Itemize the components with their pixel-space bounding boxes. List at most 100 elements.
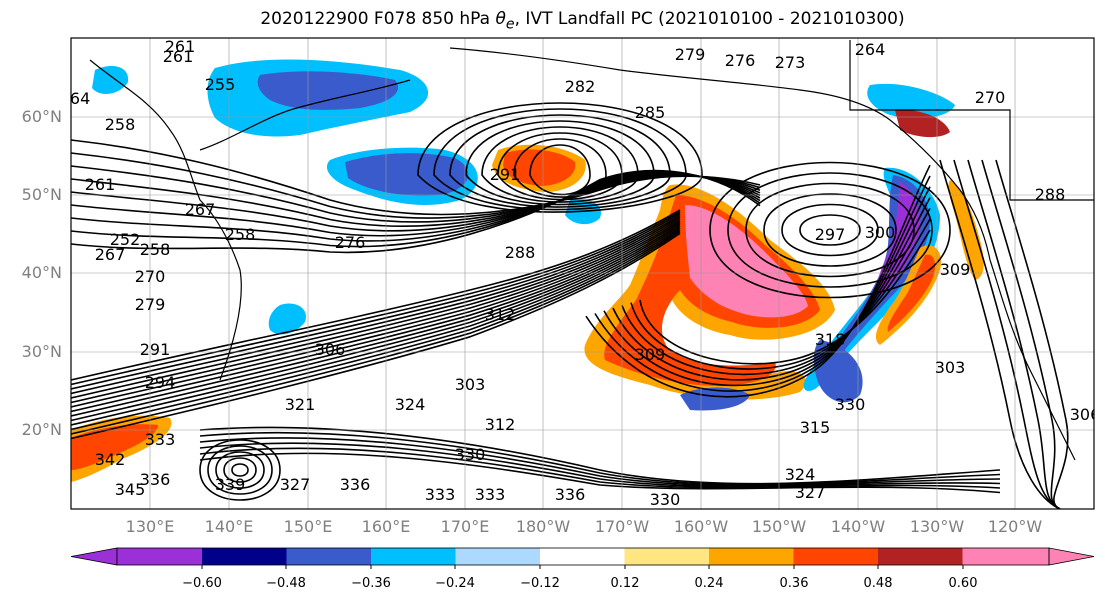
contour-line [630,218,931,370]
contour-line [763,193,897,267]
contour-line [71,227,681,426]
contour-label: 258 [225,225,256,244]
contour-line [621,208,931,376]
shade-negative [268,303,306,335]
contour-line [529,144,591,196]
contour-line [603,186,931,387]
contour-label: 255 [205,75,236,94]
contour-label: 321 [285,395,316,414]
contour-line [513,138,607,198]
contour-line [199,452,1001,494]
contour-label: 300 [865,223,896,242]
contour-label: 330 [835,395,866,414]
contour-line [215,451,265,489]
contour-line [594,175,931,392]
contour-line [199,426,1001,485]
colorbar-segment [540,548,625,565]
shade-strong-positive [71,424,158,470]
colorbar-segment [202,548,287,565]
contour-line [71,232,681,440]
contour-line [781,203,879,257]
map-gridlines [71,38,1094,509]
contour-line [71,212,681,390]
latitude-label: 20°N [21,420,62,439]
contour-label: 264 [855,40,886,59]
theta-e-contours [71,102,1069,509]
colorbar-outline [116,547,1050,566]
contour-line [939,159,1061,509]
longitude-label: 160°W [673,517,729,536]
contour-line [71,169,761,254]
contour-label: 294 [145,373,176,392]
contour-line [481,126,639,203]
contour-line [199,439,281,501]
longitude-label: 130°W [909,517,965,536]
colorbar-segment [455,548,540,565]
theta-symbol: θ [495,9,506,29]
theta-subscript: e [505,16,515,33]
contour-label: 303 [935,358,966,377]
contour-line [71,216,681,399]
contour-label: 288 [505,243,536,262]
contour-line [71,211,681,386]
latitude-label: 30°N [21,342,62,361]
contour-label: 261 [165,37,196,56]
contour-label: 318 [815,330,846,349]
contour-label: 330 [455,445,486,464]
contour-line [639,229,931,365]
contour-label: 291 [490,165,521,184]
colorbar-tick-label: 0.48 [863,576,893,591]
map-title: 2020122900 F078 850 hPa θe, IVT Landfall… [0,9,1105,32]
contour-line [465,120,655,206]
colorbar-segment [962,548,1049,565]
longitude-label: 180°W [515,517,571,536]
contour-label: 333 [475,485,506,504]
contour-line [71,214,681,395]
contour-label: 273 [775,53,806,72]
contour-label: 264 [60,89,91,108]
contour-line [799,214,861,246]
contour-label: 297 [815,225,846,244]
contour-label: 276 [725,51,756,70]
contour-line [71,229,681,431]
contour-label: 336 [140,470,171,489]
colorbar-tick-label: −0.48 [266,576,306,591]
contour-label: 252 [110,230,141,249]
contour-label: 345 [115,480,146,499]
contour-line [199,442,1001,488]
contour-line [71,221,681,413]
colorbar-segment [878,548,963,565]
contour-line [71,220,681,408]
longitude-label: 140°W [830,517,886,536]
colorbar-segment [371,548,456,565]
longitude-label: 130°E [125,517,175,536]
colorbar-segment [793,548,878,565]
colorbar-extend-min [70,547,118,566]
contour-line [199,447,1001,489]
contour-label: 330 [650,490,681,509]
contour-line [231,463,249,477]
contour-line [585,164,931,398]
contour-label: 312 [485,415,516,434]
contour-label: 336 [555,485,586,504]
contour-line [223,457,257,483]
longitude-label: 160°E [361,517,411,536]
longitude-label: 120°W [987,517,1043,536]
contour-label: 288 [1035,185,1066,204]
colorbar-segment [709,548,794,565]
contour-label: 285 [635,103,666,122]
contour-label: 279 [675,45,706,64]
colorbar-segment [624,548,709,565]
colorbar-segment [117,548,202,565]
ivt-shading [71,59,984,482]
colorbar-tick-label: −0.60 [182,576,222,591]
contour-line [433,108,687,211]
colorbar-tick-label: 0.60 [948,576,978,591]
contour-label: 336 [340,475,371,494]
latitude-label: 50°N [21,185,62,204]
contour-line [727,172,933,288]
contour-label: 267 [95,245,126,264]
map-frame [70,37,1095,510]
